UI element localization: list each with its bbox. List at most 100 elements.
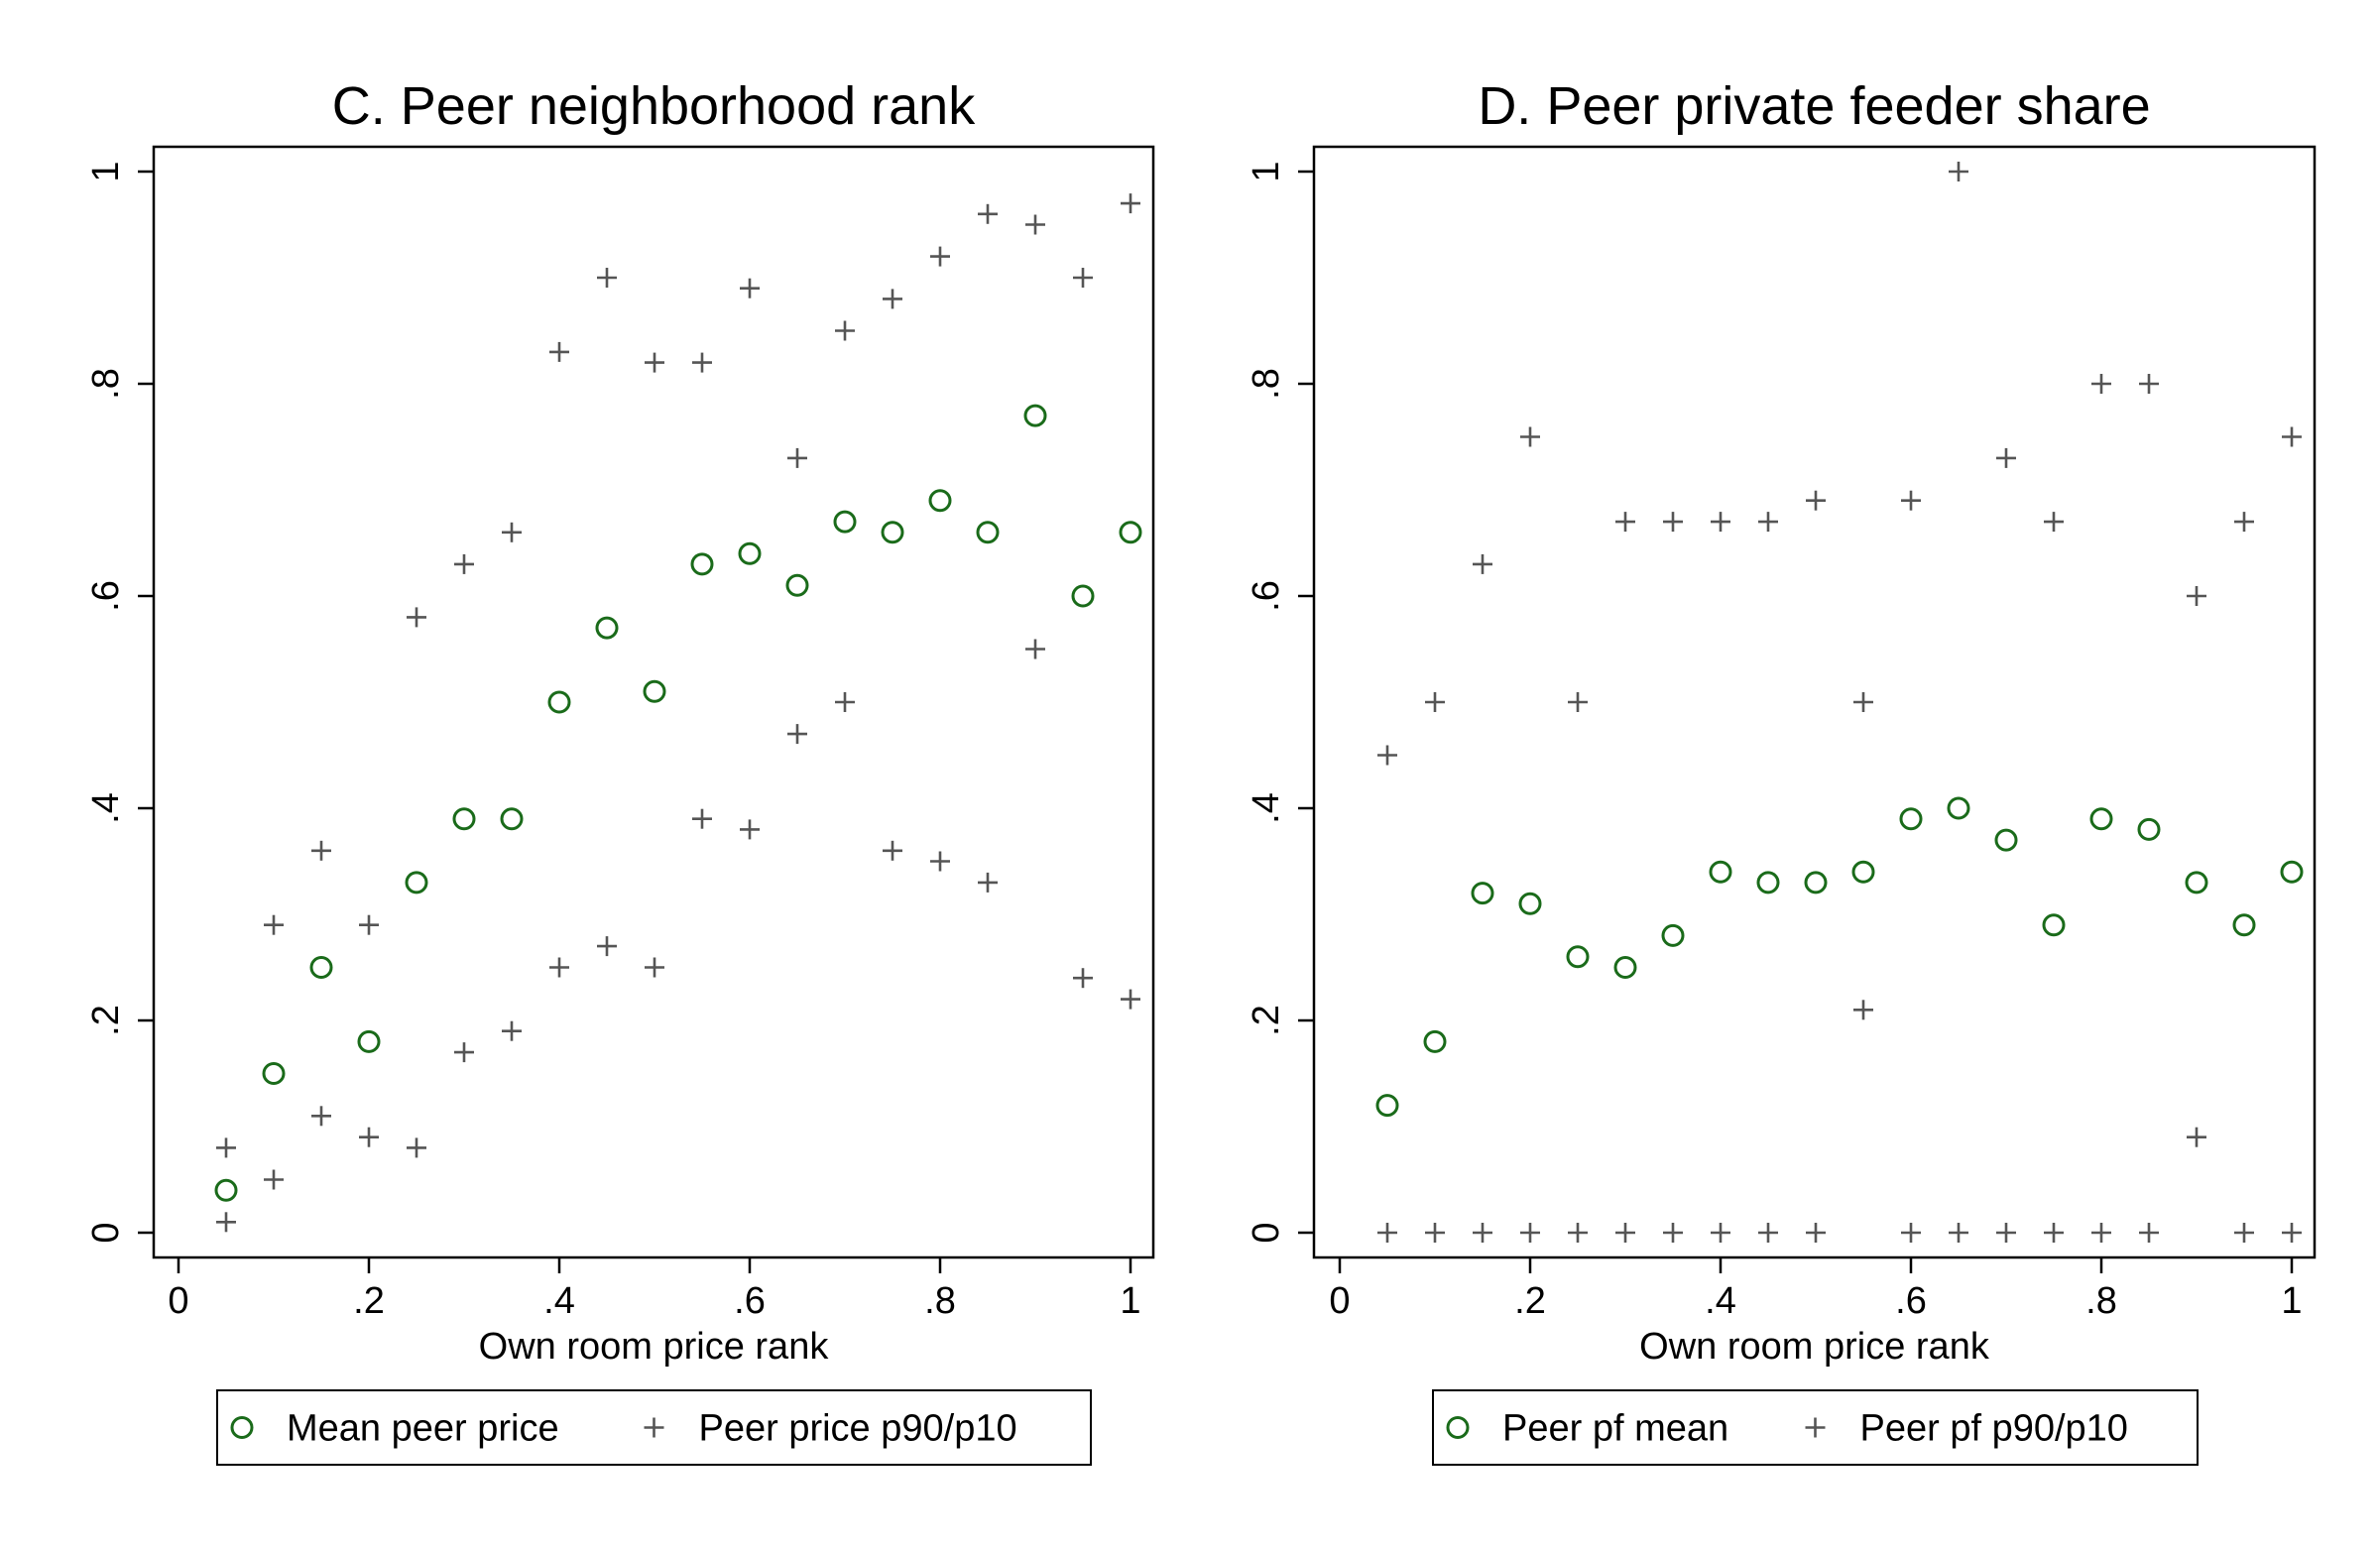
mean-point bbox=[1661, 923, 1685, 947]
mean-point bbox=[1947, 796, 1970, 820]
mean-point bbox=[690, 552, 714, 576]
mean-point bbox=[1119, 521, 1142, 544]
spread-point-high bbox=[978, 203, 998, 224]
spread-point-low bbox=[1949, 1223, 1968, 1243]
spread-point-high bbox=[359, 914, 379, 935]
spread-point-high bbox=[1806, 490, 1826, 511]
mean-point bbox=[357, 1029, 381, 1053]
spread-point-low bbox=[1615, 1223, 1635, 1243]
spread-point-high bbox=[645, 352, 664, 373]
legend-label-mean: Peer pf mean bbox=[1502, 1408, 1728, 1450]
spread-point-high bbox=[2139, 374, 2159, 394]
y-tick-label: .8 bbox=[1246, 368, 1287, 400]
spread-point-low bbox=[978, 872, 998, 893]
spread-point-low bbox=[407, 1137, 426, 1158]
plot-frame bbox=[152, 145, 1155, 1259]
x-axis-label: Own room price rank bbox=[479, 1326, 830, 1368]
y-tick-label: .4 bbox=[1246, 792, 1287, 824]
mean-point bbox=[928, 489, 952, 513]
chart-title: D. Peer private feeder share bbox=[1478, 76, 2150, 136]
spread-point-high bbox=[1073, 268, 1093, 288]
spread-point-high bbox=[1711, 512, 1730, 533]
spread-point-high bbox=[2187, 586, 2206, 606]
spread-point-low bbox=[1377, 1223, 1397, 1243]
mean-point bbox=[2280, 860, 2304, 884]
mean-point bbox=[643, 679, 666, 703]
mean-point bbox=[1023, 404, 1047, 427]
mean-point bbox=[2185, 871, 2208, 895]
y-tick-label: .2 bbox=[85, 1005, 127, 1036]
mean-point bbox=[1994, 828, 2018, 852]
spread-point-low bbox=[454, 1042, 474, 1063]
mean-point bbox=[1804, 871, 1828, 895]
spread-point-low bbox=[311, 1106, 331, 1127]
chart-title: C. Peer neighborhood rank bbox=[332, 76, 976, 136]
spread-point-low bbox=[549, 957, 569, 978]
mean-point bbox=[833, 510, 857, 534]
x-axis: 0 .2 .4 .6 .8 1 bbox=[1329, 1257, 2303, 1322]
x-tick-label: .8 bbox=[924, 1280, 956, 1322]
spread-point-low bbox=[359, 1127, 379, 1147]
spread-point-low bbox=[2282, 1223, 2302, 1243]
spread-point-low bbox=[930, 851, 950, 872]
spread-point-high bbox=[597, 268, 617, 288]
spread-point-high bbox=[1615, 512, 1635, 533]
spread-point-low bbox=[740, 819, 760, 840]
y-tick-label: .8 bbox=[85, 368, 127, 400]
mean-point bbox=[1375, 1094, 1399, 1118]
spread-point-high bbox=[2282, 426, 2302, 447]
mean-point bbox=[2089, 807, 2113, 831]
spread-point-high bbox=[692, 352, 712, 373]
x-tick-label: .8 bbox=[2085, 1280, 2117, 1322]
spread-point-low bbox=[2139, 1223, 2159, 1243]
spread-point-low bbox=[1073, 968, 1093, 989]
mean-point bbox=[976, 521, 1000, 544]
mean-point bbox=[595, 616, 619, 640]
spread-point-low bbox=[1711, 1223, 1730, 1243]
spread-point-low bbox=[2091, 1223, 2111, 1243]
x-tick-label: 1 bbox=[1120, 1280, 1140, 1322]
spread-point-low bbox=[2234, 1223, 2254, 1243]
mean-point bbox=[738, 541, 762, 565]
spread-point-high bbox=[883, 289, 902, 309]
mean-point bbox=[1756, 871, 1780, 895]
spread-point-low bbox=[216, 1212, 236, 1233]
mean-point bbox=[2042, 913, 2066, 937]
y-tick-label: .4 bbox=[85, 792, 127, 824]
mean-point bbox=[1851, 860, 1875, 884]
mean-point bbox=[1566, 945, 1590, 969]
spread-point-low bbox=[1121, 989, 1140, 1010]
legend-label-spread: Peer pf p90/p10 bbox=[1860, 1408, 2128, 1450]
spread-point-high bbox=[930, 246, 950, 267]
spread-point-high bbox=[1949, 162, 1968, 181]
x-axis-label: Own room price rank bbox=[1639, 1326, 1990, 1368]
mean-point bbox=[1471, 882, 1494, 905]
spread-point-low bbox=[264, 1169, 284, 1190]
spread-point-high bbox=[1568, 692, 1588, 712]
spread-point-high bbox=[1901, 490, 1921, 511]
spread-point-low bbox=[835, 692, 855, 712]
legend-circle-marker bbox=[230, 1416, 254, 1439]
x-tick-label: .4 bbox=[1705, 1280, 1736, 1322]
spread-point-high bbox=[549, 341, 569, 362]
y-tick-label: .6 bbox=[1246, 580, 1287, 612]
legend: Mean peer price Peer price p90/p10 bbox=[216, 1389, 1092, 1466]
x-tick-label: 1 bbox=[2281, 1280, 2302, 1322]
spread-point-high bbox=[1996, 447, 2016, 468]
spread-point-low bbox=[645, 957, 664, 978]
legend-label-mean: Mean peer price bbox=[287, 1408, 559, 1450]
panel-d: D. Peer private feeder share 0 .2 .4 .6 .8 1 Ow… bbox=[1246, 76, 2317, 1466]
mean-point bbox=[262, 1062, 286, 1085]
spread-point-low bbox=[2044, 1223, 2064, 1243]
legend-plus-marker bbox=[1805, 1417, 1826, 1438]
spread-point-high bbox=[2091, 374, 2111, 394]
mean-point bbox=[405, 871, 428, 895]
mean-point bbox=[2137, 817, 2161, 841]
mean-point bbox=[1613, 956, 1637, 979]
mean-point bbox=[214, 1178, 238, 1202]
mean-point bbox=[452, 807, 476, 831]
x-tick-label: 0 bbox=[1329, 1280, 1350, 1322]
spread-point-high bbox=[407, 607, 426, 628]
y-axis: 0 .2 .4 .6 .8 1 bbox=[1246, 161, 1314, 1244]
